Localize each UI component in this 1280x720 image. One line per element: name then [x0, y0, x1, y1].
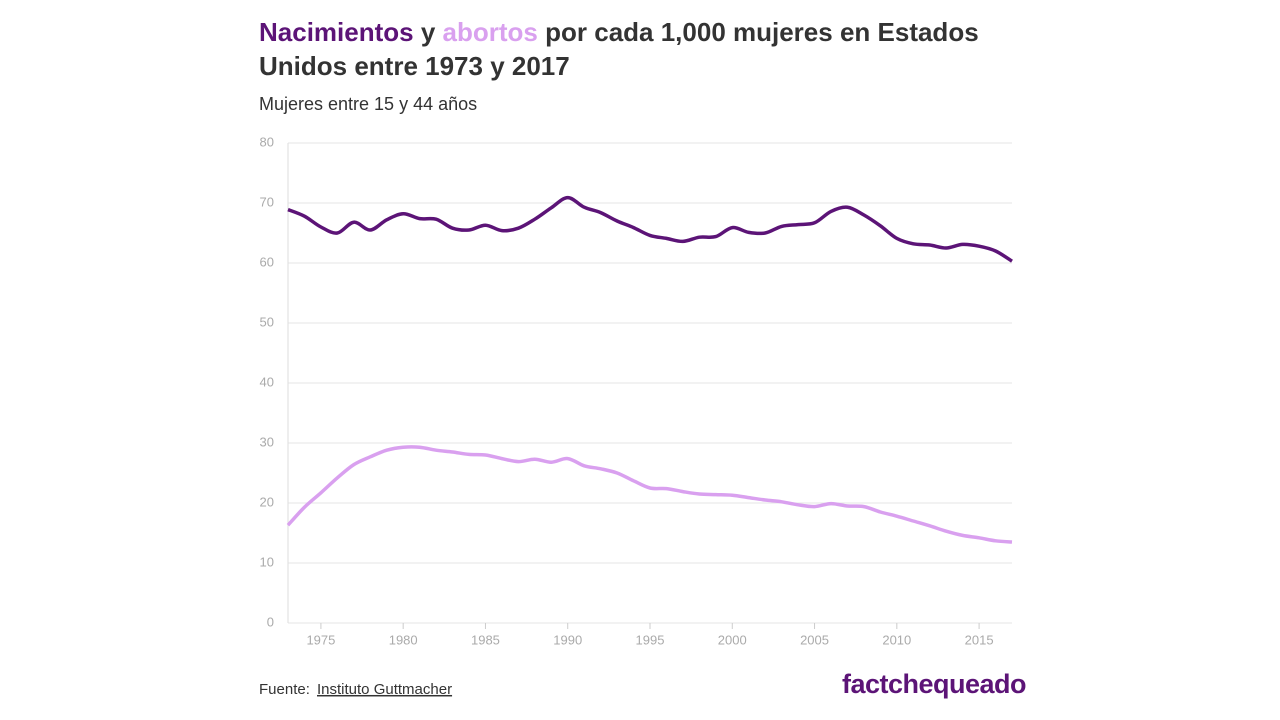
source-link[interactable]: Instituto Guttmacher [317, 681, 452, 698]
title-part: por cada 1,000 mujeres en Estados Unidos… [259, 17, 979, 81]
legend-entry: Nacimientos [259, 17, 414, 47]
x-tick-label: 1995 [636, 632, 665, 647]
x-tick-label: 2000 [718, 632, 747, 647]
y-tick-label: 80 [260, 134, 274, 149]
y-tick-label: 30 [260, 434, 274, 449]
legend-entry: abortos [442, 17, 538, 47]
y-tick-label: 70 [260, 194, 274, 209]
y-tick-label: 40 [260, 374, 274, 389]
x-tick-label: 2005 [800, 632, 829, 647]
x-tick-label: 1990 [553, 632, 582, 647]
y-tick-label: 0 [267, 614, 274, 629]
y-tick-label: 10 [260, 554, 274, 569]
chart-title: Nacimientos y abortos por cada 1,000 muj… [259, 15, 989, 83]
series-line [287, 195, 1013, 263]
y-tick-label: 20 [260, 494, 274, 509]
source-label: Fuente: [259, 681, 310, 698]
y-tick-label: 50 [260, 314, 274, 329]
x-tick-label: 1980 [389, 632, 418, 647]
logo: factchequeado [842, 669, 1026, 699]
subtitle: Mujeres entre 15 y 44 años [259, 94, 477, 114]
title-part: y [420, 17, 436, 47]
x-tick-label: 1985 [471, 632, 500, 647]
series-line [286, 445, 1013, 544]
x-tick-label: 2010 [882, 632, 911, 647]
x-tick-label: 2015 [965, 632, 994, 647]
y-tick-label: 60 [260, 254, 274, 269]
x-tick-label: 1975 [306, 632, 335, 647]
